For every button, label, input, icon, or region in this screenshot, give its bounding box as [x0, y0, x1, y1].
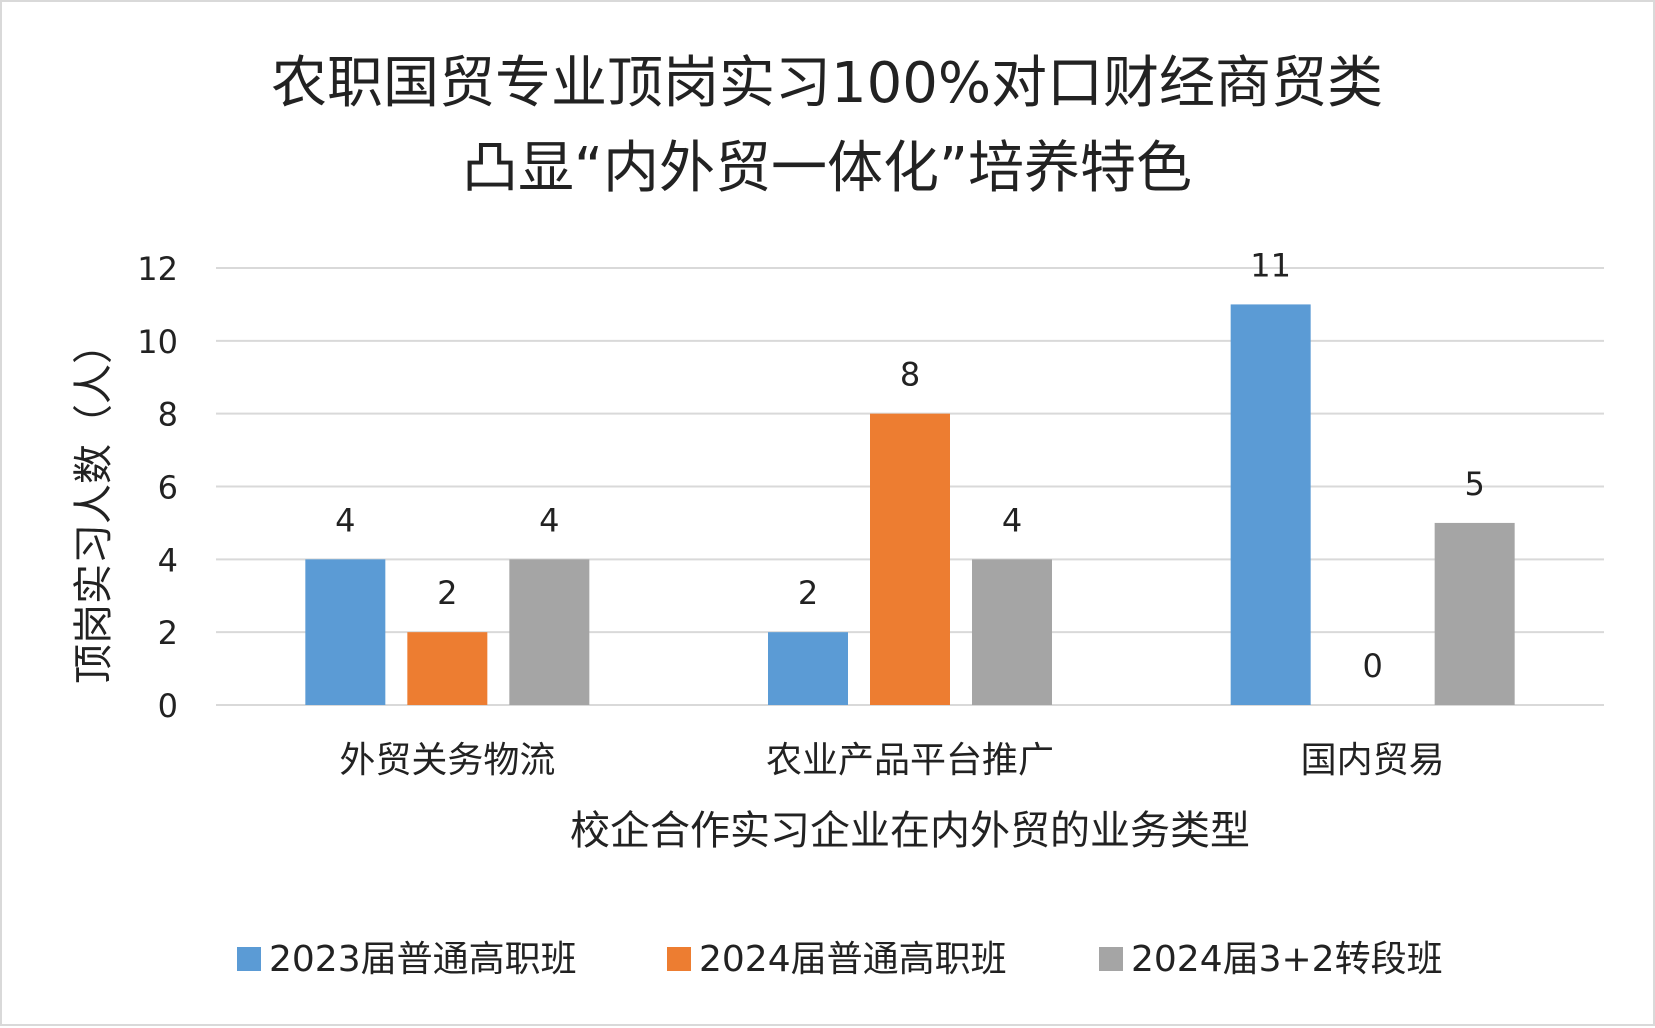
y-tick-label: 4 [158, 541, 178, 579]
bar [509, 559, 590, 705]
chart-title: 农职国贸专业顶岗实习100%对口财经商贸类 凸显“内外贸一体化”培养特色 [271, 51, 1383, 201]
y-axis-ticks: 0 2 4 6 8 10 12 [137, 250, 178, 725]
legend-swatch [237, 947, 261, 971]
y-tick-label: 2 [158, 614, 178, 652]
chart-title-line-1: 农职国贸专业顶岗实习100%对口财经商贸类 [271, 51, 1383, 116]
x-axis-ticks: 外贸关务物流 农业产品平台推广 国内贸易 [339, 740, 1444, 781]
legend-label: 2023届普通高职班 [269, 939, 577, 980]
bar [305, 559, 386, 705]
data-label: 0 [1362, 647, 1382, 685]
bar [870, 413, 950, 705]
data-label: 5 [1464, 465, 1484, 503]
y-tick-label: 12 [137, 250, 178, 288]
data-labels: 4 2 4 2 8 4 11 0 5 [335, 246, 1485, 685]
y-tick-label: 0 [158, 687, 178, 725]
legend: 2023届普通高职班 2024届普通高职班 2024届3+2转段班 [237, 939, 1443, 980]
bar [1230, 304, 1311, 705]
legend-label: 2024届3+2转段班 [1131, 939, 1443, 980]
bar [1434, 522, 1515, 705]
y-tick-label: 6 [158, 469, 178, 507]
x-tick-label: 外贸关务物流 [339, 740, 555, 781]
bar [407, 632, 488, 705]
legend-swatch [667, 947, 691, 971]
y-tick-label: 8 [158, 396, 178, 434]
bar [768, 632, 848, 705]
x-tick-label: 农业产品平台推广 [766, 740, 1054, 781]
data-label: 11 [1250, 246, 1291, 284]
data-label: 2 [798, 574, 818, 612]
y-axis-label: 顶岗实习人数（人） [71, 324, 117, 684]
y-tick-label: 10 [137, 323, 178, 361]
bar [972, 559, 1052, 705]
chart-title-line-2: 凸显“内外贸一体化”培养特色 [462, 136, 1192, 201]
data-label: 8 [900, 356, 920, 394]
legend-label: 2024届普通高职班 [699, 939, 1007, 980]
data-label: 4 [335, 501, 355, 539]
legend-swatch [1099, 947, 1123, 971]
x-tick-label: 国内贸易 [1301, 740, 1445, 781]
data-label: 2 [437, 574, 457, 612]
bars [305, 304, 1515, 705]
data-label: 4 [539, 501, 559, 539]
x-axis-label: 校企合作实习企业在内外贸的业务类型 [570, 808, 1250, 854]
data-label: 4 [1002, 501, 1022, 539]
